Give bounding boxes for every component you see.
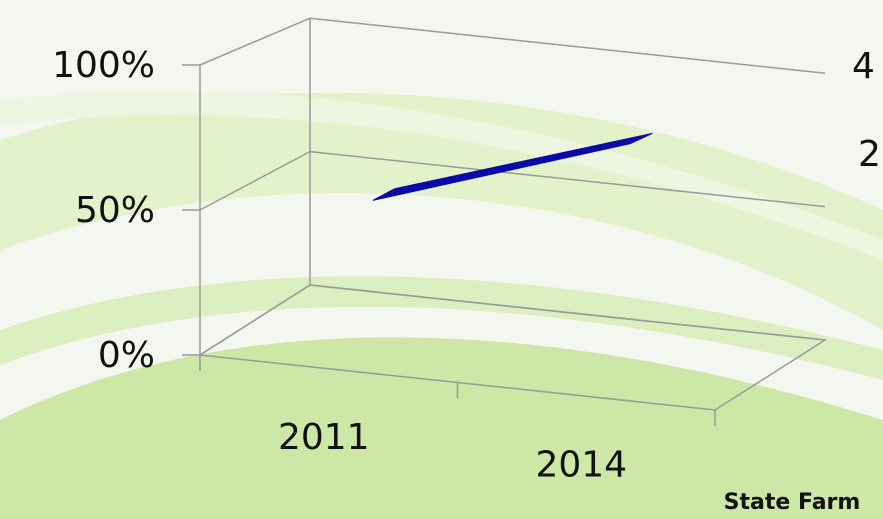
grid-line: [199, 284, 311, 356]
y-tick-label: 100%: [52, 45, 155, 86]
line-ribbon: [372, 132, 653, 201]
swoosh: [0, 90, 883, 261]
grid-line: [309, 17, 826, 74]
grid-line: [309, 150, 826, 208]
x-tick-label: 2011: [278, 417, 370, 458]
grid-line: [199, 17, 311, 66]
y-tick-label: 50%: [75, 190, 155, 231]
swoosh: [0, 276, 883, 380]
grid-line: [199, 150, 311, 211]
right-label: 4: [852, 46, 875, 87]
grid-line: [309, 284, 826, 341]
swoosh: [0, 92, 883, 330]
swoosh: [0, 337, 883, 519]
x-tick-label: 2014: [535, 444, 627, 485]
right-label: 2: [858, 134, 881, 175]
footer: State Farm: [724, 490, 861, 515]
y-tick-label: 0%: [98, 335, 155, 376]
